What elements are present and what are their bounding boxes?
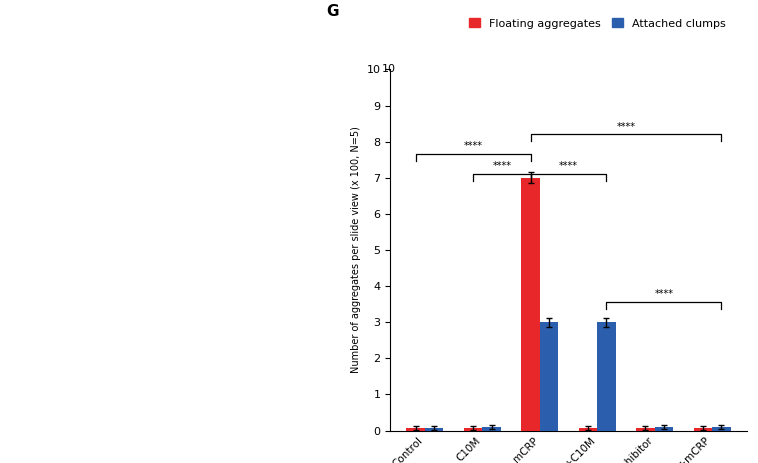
Legend: Floating aggregates, Attached clumps: Floating aggregates, Attached clumps xyxy=(464,13,730,33)
Text: G: G xyxy=(326,5,339,19)
Y-axis label: Number of aggregates per slide view (x 100, N=5): Number of aggregates per slide view (x 1… xyxy=(351,126,361,374)
Text: ****: **** xyxy=(493,161,512,171)
Text: ****: **** xyxy=(559,161,578,171)
Bar xyxy=(464,428,482,431)
Bar xyxy=(522,178,540,431)
Bar xyxy=(424,428,443,431)
Bar xyxy=(579,428,597,431)
Bar xyxy=(597,322,615,431)
Text: ****: **** xyxy=(654,289,673,300)
Text: ****: **** xyxy=(464,141,483,151)
Bar xyxy=(636,428,655,431)
Bar xyxy=(713,427,731,431)
Text: ****: **** xyxy=(616,122,635,131)
Bar xyxy=(540,322,558,431)
Bar xyxy=(655,427,673,431)
Bar xyxy=(694,428,713,431)
Bar xyxy=(482,427,501,431)
Text: 10: 10 xyxy=(382,64,396,75)
Bar xyxy=(406,428,424,431)
